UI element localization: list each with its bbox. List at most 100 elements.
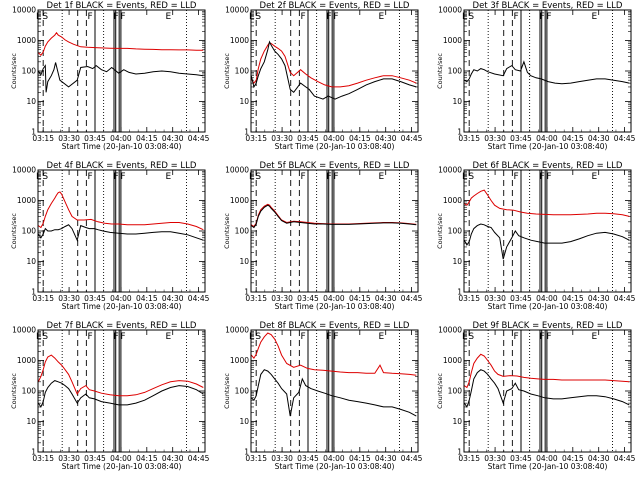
marker-label: F [514,12,519,22]
marker-label: F [514,172,519,182]
y-tick-label: 1 [457,448,462,457]
x-tick-label: 03:15 [245,454,267,463]
x-axis-label: Start Time (20-Jan-10 03:08:40) [275,142,395,151]
x-tick-label: 03:30 [484,454,506,463]
x-tick-label: 04:45 [188,454,210,463]
plot-frame [37,169,206,293]
x-axis-label: Start Time (20-Jan-10 03:08:40) [488,462,608,471]
marker-label: E [249,172,255,182]
x-tick-label: 04:15 [349,454,371,463]
x-axis-label: Start Time (20-Jan-10 03:08:40) [62,142,182,151]
x-tick-label: 03:30 [271,294,293,303]
panel-2: Det 2f BLACK = Events, RED = LLD 1 10 100 10… [223,1,423,151]
y-tick-label: 1000 [17,36,36,45]
y-axis-label: Counts/sec [436,53,444,89]
marker-label: F [113,12,118,22]
events-series-line [464,223,630,260]
y-tick-label: 10000 [225,6,249,15]
x-tick-label: 03:15 [32,454,54,463]
x-tick-label: 03:45 [510,134,532,143]
y-tick-label: 1 [31,448,36,457]
x-tick-label: 03:45 [510,454,532,463]
x-axis-label: Start Time (20-Jan-10 03:08:40) [488,302,608,311]
panel-title: Det 2f BLACK = Events, RED = LLD [260,1,410,11]
marker-label: E [379,172,385,182]
marker-label: E [379,12,385,22]
y-tick-label: 10 [239,97,249,106]
y-tick-label: 1000 [443,356,462,365]
marker-label: F [301,12,306,22]
y-tick-label: 1000 [443,196,462,205]
x-tick-label: 03:30 [58,294,80,303]
y-tick-label: 10000 [12,6,36,15]
x-tick-label: 03:30 [271,134,293,143]
y-tick-label: 1 [457,288,462,297]
y-axis-label: Counts/sec [223,53,231,89]
y-axis-label: Counts/sec [10,373,18,409]
marker-label: S [468,172,474,182]
marker-label: E [249,12,255,22]
panel-title: Det 8f BLACK = Events, RED = LLD [260,321,410,331]
panel-8: Det 8f BLACK = Events, RED = LLD 1 10 100 10… [223,321,423,471]
plot-frame [463,329,632,453]
marker-label: F [546,332,551,342]
lld-series-line [38,31,204,56]
y-tick-label: 1000 [17,356,36,365]
x-tick-label: 04:45 [401,134,423,143]
marker-label: F [120,12,125,22]
y-tick-label: 1000 [230,36,249,45]
y-tick-label: 100 [235,387,250,396]
x-tick-label: 04:00 [536,454,558,463]
plot-frame [463,169,632,293]
panel-title: Det 4f BLACK = Events, RED = LLD [47,161,197,171]
plot-frame [250,9,419,133]
marker-label: E [592,332,598,342]
panel-title: Det 9f BLACK = Events, RED = LLD [473,321,623,331]
panel-title: Det 5f BLACK = Events, RED = LLD [260,161,410,171]
x-tick-label: 04:00 [323,454,345,463]
x-tick-label: 04:30 [588,454,610,463]
x-tick-label: 03:45 [297,454,319,463]
panel-4: Det 4f BLACK = Events, RED = LLD 1 10 100 10… [10,161,210,311]
y-axis-label: Counts/sec [436,213,444,249]
y-tick-label: 10 [452,417,462,426]
x-tick-label: 04:00 [536,134,558,143]
x-axis-label: Start Time (20-Jan-10 03:08:40) [62,302,182,311]
panel-title: Det 6f BLACK = Events, RED = LLD [473,161,623,171]
x-tick-label: 04:45 [614,294,636,303]
x-tick-label: 04:30 [162,454,184,463]
y-tick-label: 1 [244,448,249,457]
marker-label: S [255,12,261,22]
x-tick-label: 03:15 [458,294,480,303]
x-tick-label: 04:15 [562,134,584,143]
panel-9: Det 9f BLACK = Events, RED = LLD 1 10 100 10… [436,321,636,471]
y-tick-label: 1 [31,288,36,297]
y-tick-label: 100 [235,227,250,236]
x-tick-label: 03:15 [458,454,480,463]
x-axis-label: Start Time (20-Jan-10 03:08:40) [275,462,395,471]
x-tick-label: 04:45 [614,454,636,463]
lld-series-line [464,189,630,217]
marker-label: F [301,172,306,182]
x-tick-label: 04:15 [136,454,158,463]
marker-label: S [255,172,261,182]
y-axis-label: Counts/sec [223,213,231,249]
y-tick-label: 10 [239,417,249,426]
marker-label: F [113,172,118,182]
x-tick-label: 04:15 [136,294,158,303]
marker-label: F [514,332,519,342]
plot-frame [463,9,632,133]
panel-title: Det 3f BLACK = Events, RED = LLD [473,1,623,11]
y-tick-label: 10000 [438,326,462,335]
x-tick-label: 03:15 [32,134,54,143]
events-series-line [464,60,630,85]
y-tick-label: 10000 [12,326,36,335]
x-tick-label: 04:45 [401,454,423,463]
y-axis-label: Counts/sec [10,53,18,89]
x-tick-label: 04:30 [162,294,184,303]
x-tick-label: 03:15 [32,294,54,303]
y-axis-label: Counts/sec [436,373,444,409]
events-series-line [38,62,204,93]
x-tick-label: 03:45 [84,294,106,303]
x-tick-label: 04:30 [375,294,397,303]
